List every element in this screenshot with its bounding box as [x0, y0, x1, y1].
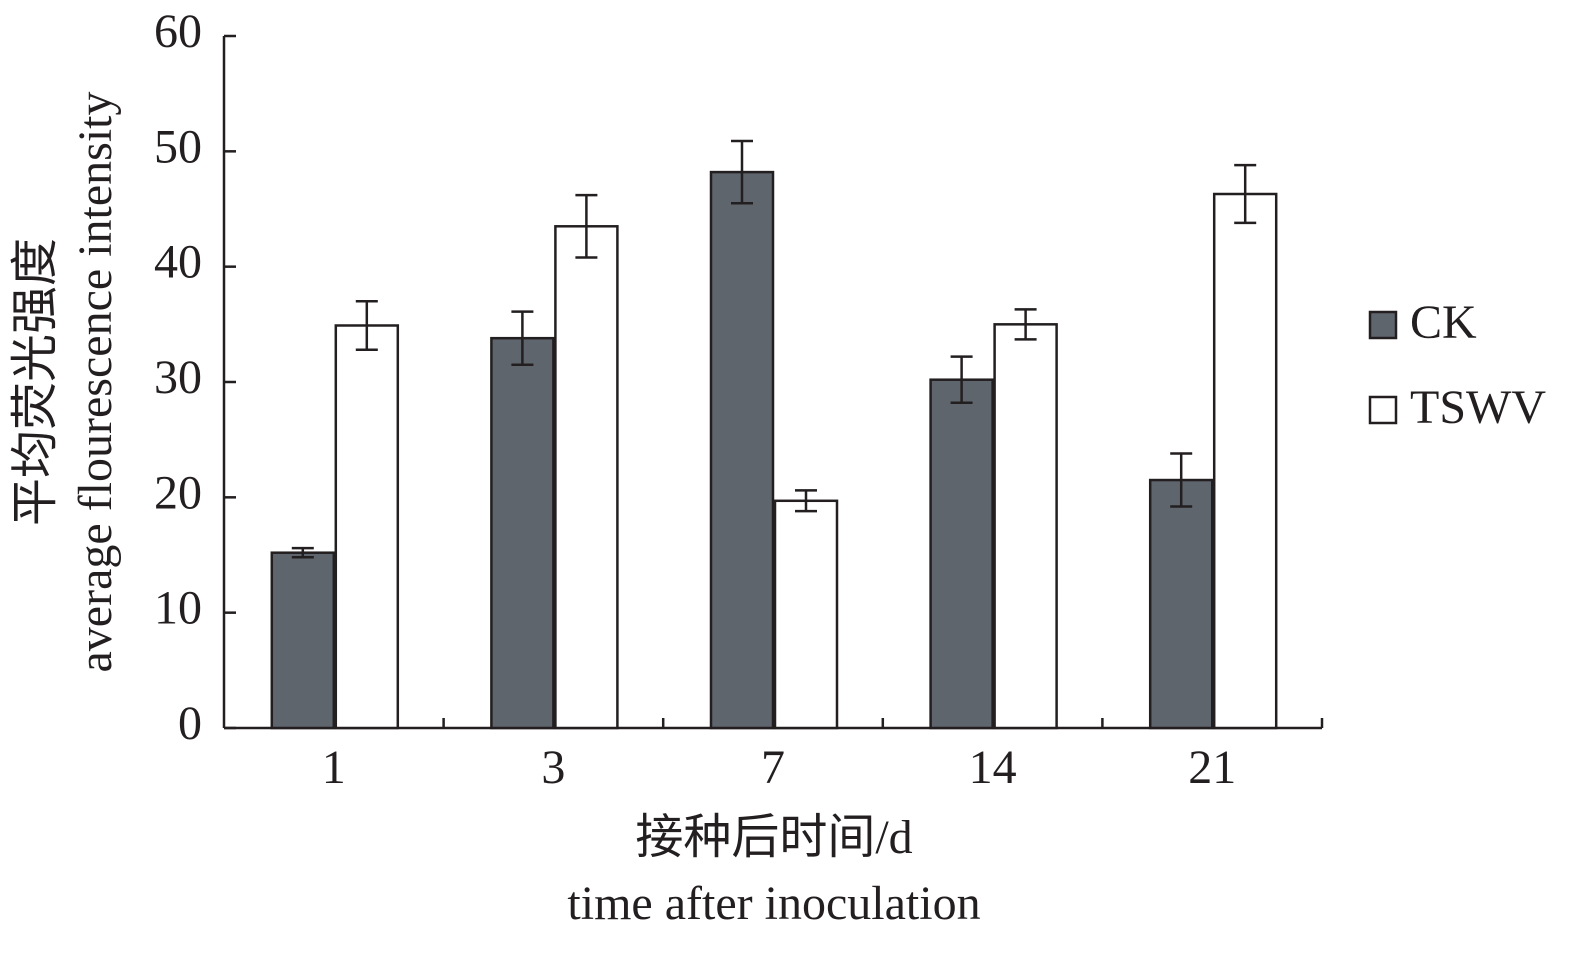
error-bar: [795, 489, 817, 513]
error-bar: [950, 355, 973, 405]
error-bar: [355, 300, 378, 351]
bar: [773, 499, 839, 730]
error-bar: [731, 139, 753, 205]
legend-label: TSWV: [1410, 381, 1546, 434]
bar: [1148, 478, 1214, 730]
error-bar: [1014, 308, 1037, 341]
legend-label: CK: [1410, 296, 1477, 349]
y-tick-label: 30: [154, 351, 202, 404]
x-axis-label: 接种后时间/d: [635, 811, 912, 864]
bar: [334, 324, 400, 730]
bar: [490, 336, 555, 730]
error-bar: [291, 546, 314, 559]
legend-swatch: [1368, 310, 1398, 340]
y-tick-label: 50: [154, 120, 202, 173]
bar: [929, 378, 994, 730]
y-axis-label: 平均荧光强度: [9, 238, 62, 526]
y-tick-label: 40: [154, 236, 202, 289]
y-tick-label: 0: [178, 697, 202, 750]
bar: [1212, 192, 1278, 730]
y-axis-label: average flourescence intensity: [69, 91, 122, 672]
error-bar: [575, 193, 598, 259]
error-bar: [1234, 163, 1257, 225]
bar: [554, 225, 619, 730]
x-tick-label: 14: [969, 741, 1017, 794]
bar: [993, 323, 1058, 730]
x-axis-label: time after inoculation: [567, 877, 980, 930]
x-tick-label: 7: [761, 741, 785, 794]
y-tick-label: 20: [154, 466, 202, 519]
y-tick-label: 60: [154, 5, 202, 58]
error-bar: [1170, 452, 1193, 508]
y-tick-label: 10: [154, 582, 202, 635]
bar: [270, 551, 336, 730]
x-tick-label: 21: [1188, 741, 1236, 794]
bar: [709, 170, 775, 730]
x-tick-label: 1: [322, 741, 346, 794]
error-bar: [511, 310, 534, 366]
legend-swatch: [1368, 395, 1398, 425]
x-tick-label: 3: [541, 741, 565, 794]
